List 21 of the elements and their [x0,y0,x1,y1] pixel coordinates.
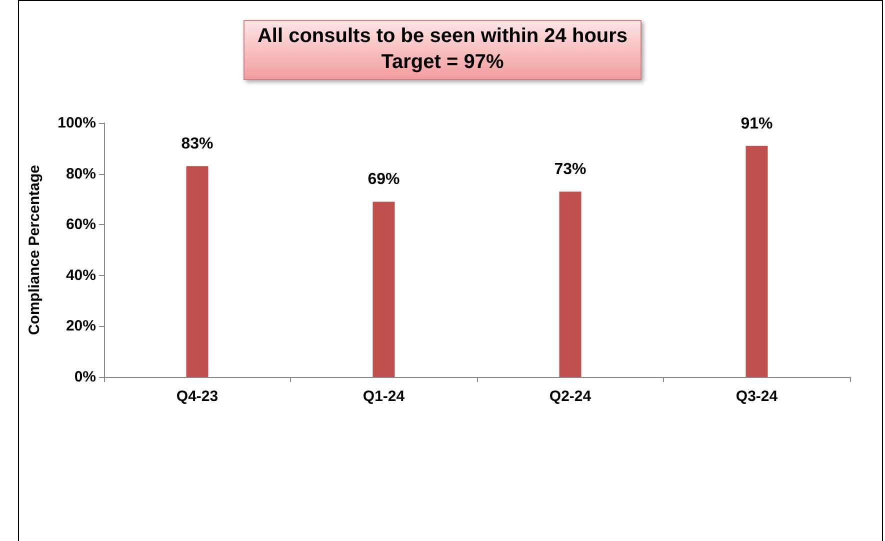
x-tick-label: Q1-24 [362,388,406,405]
y-axis-title: Compliance Percentage [26,164,43,336]
bar [559,192,582,377]
y-tick-label: 20% [66,318,96,335]
y-tick-label: 100% [58,114,96,132]
data-label: 91% [740,115,773,132]
y-tick-label: 60% [66,216,96,234]
chart-subtitle: Target = 97% [381,51,504,73]
y-tick-label: 40% [66,266,96,284]
x-tick-label: Q2-24 [549,388,592,405]
x-tick-label: Q3-24 [736,388,778,405]
y-tick-label: 80% [66,165,96,182]
y-tick-label: 0% [74,368,96,386]
bar [372,202,395,377]
data-label: 69% [368,171,400,188]
bar [746,146,768,377]
chart-title: All consults to be seen within 24 hours [257,25,628,47]
x-tick-label: Q4-23 [176,388,218,405]
data-label: 73% [554,161,586,178]
data-label: 83% [181,136,214,153]
bar [186,166,208,377]
